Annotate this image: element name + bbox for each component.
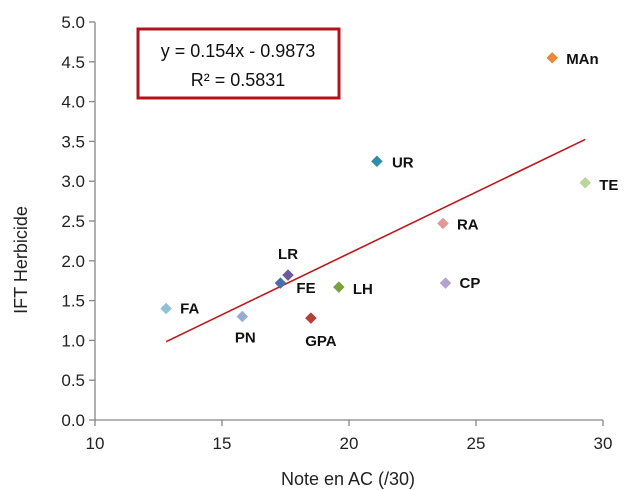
axes: 0.0 0.5 1.0 1.5 2.0 2.5 3.0 3.5 4.0 4.5 5.0 10 15 20 2…	[61, 13, 612, 453]
x-tick-label: 25	[467, 434, 486, 453]
point-label-man: MAn	[566, 51, 599, 68]
y-tick-label: 2.0	[61, 252, 85, 271]
point-label-fe: FE	[296, 280, 315, 297]
point-ra	[437, 217, 449, 230]
point-cp	[439, 277, 452, 289]
y-tick-label: 0.0	[61, 411, 85, 430]
y-tick-label: 0.5	[61, 371, 85, 390]
x-tick-label: 30	[594, 434, 613, 453]
x-tick-label: 10	[86, 434, 105, 453]
y-tick-label: 4.5	[61, 53, 85, 72]
x-tick-label: 20	[340, 434, 359, 453]
point-te	[579, 176, 592, 189]
point-ur	[371, 155, 383, 168]
point-label-pn: PN	[235, 330, 256, 347]
point-man	[546, 51, 559, 64]
trendline	[165, 138, 586, 343]
point-lh	[332, 281, 345, 293]
point-labels-layer: FA PN FE LR GPA LH UR RA CP MAn TE	[180, 51, 618, 350]
point-pn	[236, 310, 249, 323]
x-axis-title: Note en AC (/30)	[281, 469, 415, 489]
point-label-ur: UR	[392, 154, 414, 171]
y-tick-label: 3.5	[61, 132, 85, 151]
y-tick-label: 3.0	[61, 172, 85, 191]
y-tick-label: 1.0	[61, 331, 85, 350]
y-tick-label: 1.5	[61, 292, 85, 311]
equation-box: y = 0.154x - 0.9873 R² = 0.5831	[136, 27, 341, 100]
y-axis-title: IFT Herbicide	[11, 206, 31, 314]
trendline-r-squared: R² = 0.5831	[191, 70, 286, 90]
trendline-layer	[165, 138, 586, 343]
point-label-ra: RA	[457, 216, 479, 233]
point-label-lh: LH	[353, 281, 373, 298]
point-gpa	[305, 312, 317, 324]
point-fa	[160, 302, 172, 315]
equation-box-frame	[136, 27, 341, 100]
point-label-te: TE	[599, 177, 618, 194]
point-label-fa: FA	[180, 301, 199, 318]
point-label-gpa: GPA	[305, 333, 337, 350]
trendline-equation: y = 0.154x - 0.9873	[161, 41, 316, 61]
y-tick-label: 5.0	[61, 13, 85, 32]
point-label-cp: CP	[460, 275, 481, 292]
point-label-lr: LR	[278, 246, 298, 263]
y-tick-label: 4.0	[61, 93, 85, 112]
point-lr	[282, 269, 294, 281]
y-tick-label: 2.5	[61, 212, 85, 231]
point-fe	[274, 277, 287, 289]
points-layer	[160, 51, 592, 324]
x-tick-label: 15	[213, 434, 232, 453]
